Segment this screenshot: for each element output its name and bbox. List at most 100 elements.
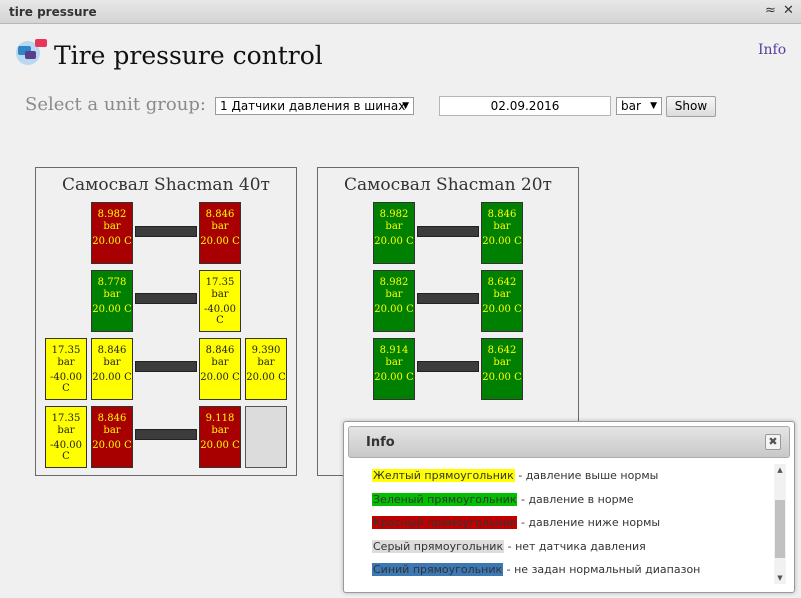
axle xyxy=(135,429,197,440)
chevron-down-icon: ▼ xyxy=(402,101,409,111)
tire[interactable]: 8.846 bar 20.00 C xyxy=(199,202,241,264)
tire-unit: bar xyxy=(211,221,229,232)
tire-temperature: 20.00 C xyxy=(200,236,240,247)
tire-temperature: 20.00 C xyxy=(374,304,414,315)
unit-group-select[interactable]: 1 Датчики давления в шинах ▼ xyxy=(215,97,414,115)
tire[interactable]: 8.982 bar 20.00 C xyxy=(373,202,415,264)
legend-item: Синий прямоугольник - не задан нормальны… xyxy=(372,563,700,587)
date-input[interactable]: 02.09.2016 xyxy=(439,96,611,116)
tire[interactable]: 8.642 bar 20.00 C xyxy=(481,270,523,332)
scroll-down-icon[interactable]: ▼ xyxy=(777,574,783,582)
tire-pressure: 9.118 xyxy=(205,413,235,424)
legend-description: - давление ниже нормы xyxy=(517,516,661,529)
legend-swatch-label: Желтый прямоугольник xyxy=(372,469,515,482)
legend-item: Красный прямоугольник - давление ниже но… xyxy=(372,516,700,540)
tire-unit: bar xyxy=(211,425,229,436)
tire-unit: bar xyxy=(493,221,511,232)
tire[interactable]: 17.35 bar -40.00 C xyxy=(199,270,241,332)
close-icon[interactable]: ✖ xyxy=(765,434,781,450)
info-dialog: Info ✖ Желтый прямоугольник - давление в… xyxy=(343,421,795,593)
close-window-icon[interactable]: ✕ xyxy=(783,3,794,18)
tire-pressure: 8.846 xyxy=(205,345,235,356)
tire-temperature: -40.00 C xyxy=(49,372,82,394)
tire[interactable]: 17.35 bar -40.00 C xyxy=(45,338,87,400)
tire-temperature: 20.00 C xyxy=(200,372,240,383)
tire-unit: bar xyxy=(103,425,121,436)
scrollbar-thumb[interactable] xyxy=(775,500,785,558)
legend-item: Зеленый прямоугольник - давление в норме xyxy=(372,492,700,517)
tire-pressure: 8.846 xyxy=(97,345,127,356)
tire-pressure: 17.35 xyxy=(51,413,81,424)
tire[interactable]: 8.982 bar 20.00 C xyxy=(373,270,415,332)
app-logo-icon xyxy=(15,38,49,68)
info-link[interactable]: Info xyxy=(758,42,787,58)
tire-unit: bar xyxy=(385,221,403,232)
tire-unit: bar xyxy=(57,357,75,368)
tire[interactable]: 8.914 bar 20.00 C xyxy=(373,338,415,400)
tire-unit: bar xyxy=(103,357,121,368)
tire-unit: bar xyxy=(257,357,275,368)
tire-pressure: 8.778 xyxy=(97,277,127,288)
tire[interactable]: 8.846 bar 20.00 C xyxy=(91,406,133,468)
axle xyxy=(417,361,479,372)
tire-temperature: 20.00 C xyxy=(374,372,414,383)
tire-no-sensor[interactable] xyxy=(245,406,287,468)
tire-unit: bar xyxy=(385,357,403,368)
tire[interactable]: 9.118 bar 20.00 C xyxy=(199,406,241,468)
tire-pressure: 9.390 xyxy=(251,345,281,356)
tire[interactable]: 8.846 bar 20.00 C xyxy=(199,338,241,400)
unit-title: Самосвал Shacman 40т xyxy=(62,175,270,195)
axle xyxy=(417,293,479,304)
chevron-down-icon: ▼ xyxy=(650,101,657,111)
legend-description: - не задан нормальный диапазон xyxy=(503,563,701,576)
info-dialog-header[interactable]: Info ✖ xyxy=(348,426,790,458)
tire-temperature: 20.00 C xyxy=(200,440,240,451)
page-title: Tire pressure control xyxy=(54,41,323,70)
axle xyxy=(135,226,197,237)
tire-temperature: 20.00 C xyxy=(482,304,522,315)
tire[interactable]: 8.982 bar 20.00 C xyxy=(91,202,133,264)
collapse-icon[interactable]: ≈ xyxy=(765,3,776,18)
tire-unit: bar xyxy=(493,357,511,368)
window-title: tire pressure xyxy=(9,5,97,19)
legend-list: Желтый прямоугольник - давление выше нор… xyxy=(372,469,700,587)
tire-unit: bar xyxy=(211,289,229,300)
tire-pressure: 8.982 xyxy=(379,277,409,288)
tire-temperature: 20.00 C xyxy=(92,372,132,383)
tire-temperature: 20.00 C xyxy=(482,236,522,247)
tire-temperature: 20.00 C xyxy=(246,372,286,383)
tire-temperature: -40.00 C xyxy=(49,440,82,462)
tire-unit: bar xyxy=(103,221,121,232)
tire-unit: bar xyxy=(493,289,511,300)
tire[interactable]: 8.846 bar 20.00 C xyxy=(481,202,523,264)
scroll-up-icon[interactable]: ▲ xyxy=(777,466,783,474)
tire[interactable]: 8.846 bar 20.00 C xyxy=(91,338,133,400)
tire[interactable]: 8.642 bar 20.00 C xyxy=(481,338,523,400)
tire[interactable]: 9.390 bar 20.00 C xyxy=(245,338,287,400)
group-select-label: Select a unit group: xyxy=(25,94,206,115)
legend-swatch-label: Серый прямоугольник xyxy=(372,539,505,553)
tire-unit: bar xyxy=(103,289,121,300)
tire-unit: bar xyxy=(385,289,403,300)
info-scrollbar[interactable]: ▲ ▼ xyxy=(774,464,786,584)
tire-pressure: 17.35 xyxy=(51,345,81,356)
tire[interactable]: 17.35 bar -40.00 C xyxy=(45,406,87,468)
legend-description: - давление в норме xyxy=(517,492,634,506)
legend-item: Желтый прямоугольник - давление выше нор… xyxy=(372,469,700,493)
pressure-unit-value: bar xyxy=(621,99,641,113)
tire-temperature: 20.00 C xyxy=(92,236,132,247)
tire-pressure: 17.35 xyxy=(205,277,235,288)
tire-temperature: 20.00 C xyxy=(374,236,414,247)
tire-pressure: 8.982 xyxy=(379,209,409,220)
info-dialog-title: Info xyxy=(366,435,395,450)
tire-temperature: -40.00 C xyxy=(203,304,236,326)
pressure-unit-select[interactable]: bar ▼ xyxy=(616,97,662,115)
tire-temperature: 20.00 C xyxy=(92,304,132,315)
tire[interactable]: 8.778 bar 20.00 C xyxy=(91,270,133,332)
legend-swatch-label: Синий прямоугольник xyxy=(372,563,504,576)
legend-item: Серый прямоугольник - нет датчика давлен… xyxy=(372,539,700,564)
tire-pressure: 8.982 xyxy=(97,209,127,220)
show-button[interactable]: Show xyxy=(666,96,716,117)
tire-temperature: 20.00 C xyxy=(482,372,522,383)
tire-pressure: 8.642 xyxy=(487,345,517,356)
